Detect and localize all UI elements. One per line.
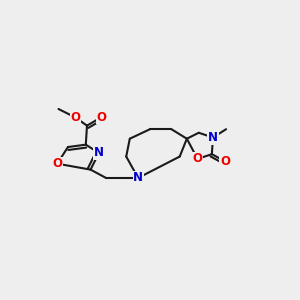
Text: N: N [94, 146, 104, 160]
Text: O: O [96, 111, 106, 124]
Text: O: O [52, 157, 62, 170]
Text: O: O [220, 155, 230, 168]
Text: N: N [133, 171, 143, 184]
Text: O: O [193, 152, 202, 165]
Text: N: N [208, 131, 218, 144]
Text: O: O [70, 111, 80, 124]
